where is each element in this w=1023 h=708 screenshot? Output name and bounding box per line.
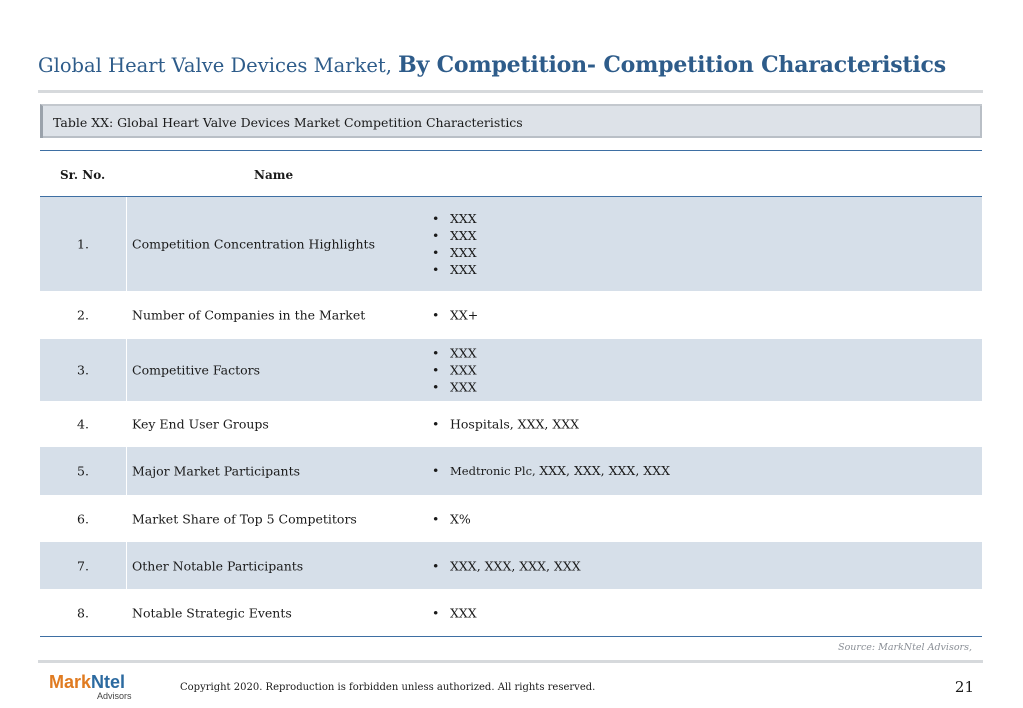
- table-row: 3. Competitive Factors XXX XXX XXX: [40, 339, 982, 401]
- column-separator: [126, 542, 127, 589]
- header-sr-no: Sr. No.: [60, 168, 106, 182]
- row-number: 8.: [77, 605, 89, 620]
- table-caption-bar: Table XX: Global Heart Valve Devices Mar…: [40, 104, 982, 138]
- row-values: XX+: [432, 307, 478, 324]
- bullet-item: XXX: [432, 604, 477, 621]
- copyright-notice: Copyright 2020. Reproduction is forbidde…: [180, 682, 596, 693]
- bullet-item: XXX: [432, 227, 477, 244]
- table-row: 6. Market Share of Top 5 Competitors X%: [40, 495, 982, 542]
- row-values: X%: [432, 510, 471, 527]
- bullet-item: XXX, XXX, XXX, XXX: [432, 557, 581, 574]
- logo-subtitle: Advisors: [97, 691, 132, 701]
- bullet-item: XXX: [432, 261, 477, 278]
- bullet-item: X%: [432, 510, 471, 527]
- column-separator: [126, 339, 127, 401]
- participant-others: XXX, XXX, XXX, XXX: [539, 463, 670, 478]
- table-row: 2. Number of Companies in the Market XX+: [40, 291, 982, 339]
- table-row: 7. Other Notable Participants XXX, XXX, …: [40, 542, 982, 589]
- bullet-item: XXX: [432, 210, 477, 227]
- row-name: Competition Concentration Highlights: [132, 236, 375, 252]
- row-number: 7.: [77, 558, 89, 573]
- page-title: Global Heart Valve Devices Market, By Co…: [38, 52, 946, 78]
- bullet-item: Medtronic Plc, XXX, XXX, XXX, XXX: [432, 462, 670, 480]
- table-row: 1. Competition Concentration Highlights …: [40, 197, 982, 291]
- table-row: 4. Key End User Groups Hospitals, XXX, X…: [40, 401, 982, 447]
- table-row: 5. Major Market Participants Medtronic P…: [40, 447, 982, 495]
- column-separator: [126, 197, 127, 291]
- logo-part1: Mark: [49, 672, 92, 692]
- table-header: Sr. No. Name: [40, 151, 982, 197]
- column-separator: [126, 447, 127, 495]
- row-name: Notable Strategic Events: [132, 605, 292, 620]
- bullet-item: XXX: [432, 345, 477, 362]
- logo-wordmark: MarkNtel: [49, 672, 125, 692]
- page-number: 21: [954, 678, 974, 696]
- table-row: 8. Notable Strategic Events XXX: [40, 589, 982, 636]
- logo-part2: Ntel: [91, 672, 126, 692]
- row-values: Hospitals, XXX, XXX: [432, 416, 579, 433]
- row-name: Other Notable Participants: [132, 558, 304, 573]
- row-name: Competitive Factors: [132, 362, 261, 378]
- row-number: 6.: [77, 511, 89, 526]
- row-name: Number of Companies in the Market: [132, 307, 366, 323]
- source-note: Source: MarkNtel Advisors,: [838, 642, 972, 653]
- row-number: 5.: [77, 463, 89, 479]
- row-values: XXX: [432, 604, 477, 621]
- page-title-emphasis: By Competition- Competition Characterist…: [398, 52, 946, 78]
- row-number: 1.: [77, 236, 89, 252]
- table-caption: Table XX: Global Heart Valve Devices Mar…: [53, 115, 523, 130]
- bullet-item: XXX: [432, 379, 477, 396]
- title-divider: [38, 90, 983, 93]
- bullet-item: XXX: [432, 244, 477, 261]
- marknel-logo: MarkNtel Advisors: [49, 672, 132, 701]
- row-number: 2.: [77, 307, 89, 323]
- row-values: XXX XXX XXX XXX: [432, 210, 477, 278]
- row-values: XXX XXX XXX: [432, 345, 477, 396]
- bullet-item: XXX: [432, 362, 477, 379]
- row-values: XXX, XXX, XXX, XXX: [432, 557, 581, 574]
- participant-medtronic: Medtronic Plc,: [450, 464, 540, 478]
- row-name: Key End User Groups: [132, 416, 269, 432]
- competition-table: Sr. No. Name 1. Competition Concentratio…: [40, 150, 982, 637]
- page-title-prefix: Global Heart Valve Devices Market,: [38, 54, 399, 77]
- header-name: Name: [254, 168, 294, 182]
- bullet-item: XX+: [432, 307, 478, 324]
- footer-divider: [38, 660, 983, 663]
- row-values: Medtronic Plc, XXX, XXX, XXX, XXX: [432, 462, 670, 480]
- row-number: 3.: [77, 362, 89, 378]
- row-name: Major Market Participants: [132, 463, 301, 479]
- row-name: Market Share of Top 5 Competitors: [132, 511, 357, 526]
- row-number: 4.: [77, 416, 89, 432]
- bullet-item: Hospitals, XXX, XXX: [432, 416, 579, 433]
